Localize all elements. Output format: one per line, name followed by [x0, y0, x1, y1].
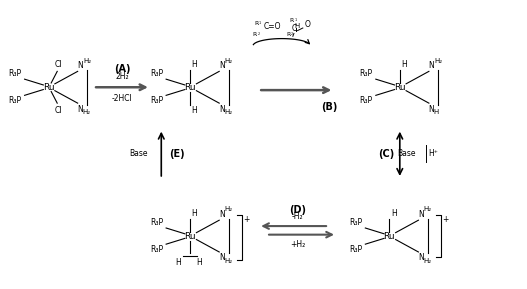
Text: -2HCl: -2HCl	[112, 94, 132, 103]
Text: 2H₂: 2H₂	[115, 72, 129, 81]
Text: R₃P: R₃P	[150, 97, 163, 105]
Text: H: H	[192, 60, 198, 69]
Text: $^1$: $^1$	[294, 18, 298, 23]
Text: Base: Base	[130, 149, 148, 158]
Text: R: R	[254, 21, 258, 26]
Text: -H₂: -H₂	[292, 212, 304, 221]
Text: +: +	[443, 215, 449, 224]
Text: R₃P: R₃P	[359, 69, 373, 78]
Text: R₃P: R₃P	[8, 69, 22, 78]
Text: H₂: H₂	[434, 58, 442, 64]
Text: +: +	[243, 215, 250, 224]
Text: Ru: Ru	[184, 83, 196, 92]
Text: $^2$: $^2$	[257, 32, 260, 37]
Text: N: N	[418, 210, 424, 219]
Text: R: R	[290, 18, 294, 23]
Text: N: N	[428, 61, 434, 70]
Text: O: O	[305, 20, 310, 29]
Text: Cl: Cl	[55, 60, 62, 69]
Text: H₂: H₂	[225, 206, 232, 212]
Text: H⁺: H⁺	[428, 149, 438, 158]
Text: H: H	[192, 209, 198, 218]
Text: R: R	[252, 32, 257, 37]
Text: N: N	[418, 253, 424, 262]
Text: N: N	[428, 105, 434, 114]
Text: H: H	[391, 209, 397, 218]
Text: R: R	[286, 32, 290, 37]
Text: Ru: Ru	[43, 83, 54, 92]
Text: N: N	[77, 61, 83, 70]
Text: N: N	[219, 61, 225, 70]
Text: N: N	[77, 105, 83, 114]
Text: Ru: Ru	[184, 231, 196, 240]
Text: H: H	[192, 106, 198, 115]
Text: H: H	[175, 258, 181, 267]
Text: H: H	[294, 23, 299, 29]
Text: R₃P: R₃P	[8, 97, 22, 105]
Text: (E): (E)	[169, 149, 185, 159]
Text: C: C	[291, 25, 297, 34]
Text: (A): (A)	[114, 64, 130, 74]
Text: H₂: H₂	[224, 258, 232, 264]
Text: Ru: Ru	[384, 231, 395, 240]
Text: H: H	[402, 60, 407, 69]
Text: H₂: H₂	[224, 109, 232, 115]
Text: R₃P: R₃P	[359, 97, 373, 105]
Text: $^1$: $^1$	[258, 21, 262, 26]
Text: H: H	[434, 109, 439, 115]
Text: N: N	[219, 253, 225, 262]
Text: H₂: H₂	[423, 258, 431, 264]
Text: H: H	[197, 258, 202, 267]
Text: R₃P: R₃P	[150, 245, 163, 254]
Text: H₂: H₂	[225, 58, 232, 64]
Text: R₃P: R₃P	[349, 218, 362, 227]
Text: (D): (D)	[289, 205, 306, 215]
Text: Base: Base	[397, 149, 416, 158]
Text: H₂: H₂	[83, 58, 91, 64]
Text: R₃P: R₃P	[150, 69, 163, 78]
Text: (B): (B)	[321, 101, 337, 112]
Text: R₃P: R₃P	[150, 218, 163, 227]
Text: Cl: Cl	[55, 106, 62, 115]
Text: R₃P: R₃P	[349, 245, 362, 254]
Text: Ru: Ru	[394, 83, 406, 92]
Text: H₂: H₂	[82, 109, 91, 115]
Text: N: N	[219, 105, 225, 114]
Text: H₂: H₂	[424, 206, 432, 212]
Text: $^2$: $^2$	[290, 32, 294, 37]
Text: C=O: C=O	[264, 23, 281, 32]
Text: +H₂: +H₂	[290, 240, 305, 249]
Text: (C): (C)	[378, 149, 395, 159]
Text: N: N	[219, 210, 225, 219]
